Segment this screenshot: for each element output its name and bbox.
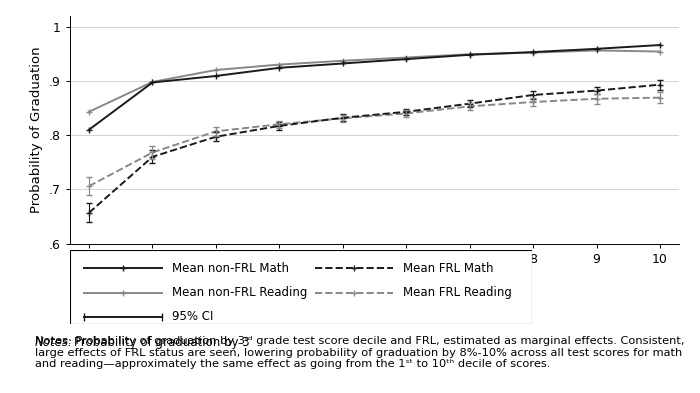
Text: Mean non-FRL Math: Mean non-FRL Math — [172, 262, 288, 275]
Text: Notes: Probability of graduation by 3ʳᵈ grade test score decile and FRL, estimat: Notes: Probability of graduation by 3ʳᵈ … — [35, 336, 685, 369]
FancyBboxPatch shape — [70, 250, 532, 324]
Text: Notes:: Notes: — [35, 336, 73, 349]
Text: Mean FRL Math: Mean FRL Math — [402, 262, 493, 275]
Text: 95% CI: 95% CI — [172, 310, 213, 323]
Y-axis label: Probability of Graduation: Probability of Graduation — [30, 46, 43, 213]
Text: Mean FRL Reading: Mean FRL Reading — [402, 286, 512, 299]
Text: Mean non-FRL Reading: Mean non-FRL Reading — [172, 286, 307, 299]
Text: Probability of graduation by 3: Probability of graduation by 3 — [74, 336, 249, 349]
X-axis label: 3rd Grade Test Score Decile: 3rd Grade Test Score Decile — [282, 271, 467, 284]
